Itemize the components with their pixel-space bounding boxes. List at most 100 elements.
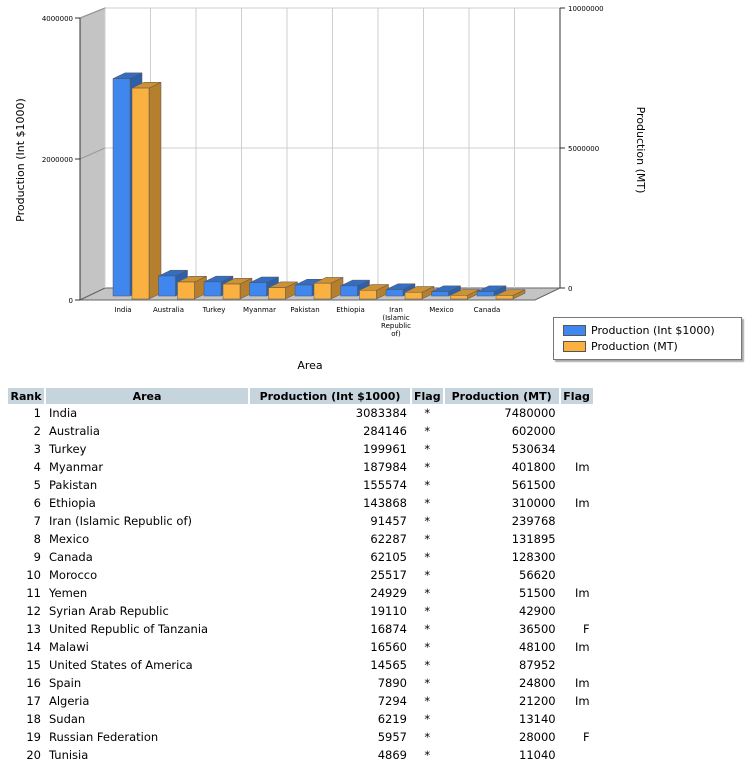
legend-swatch-orange [563, 340, 586, 352]
x-tick-label-line: Iran [389, 306, 403, 314]
production-int-cell: 6219 [377, 712, 407, 726]
area-cell: Algeria [49, 694, 90, 708]
table-row: 1 India 3083384 * 7480000 [8, 404, 593, 422]
flag-cell [561, 422, 593, 440]
bar [268, 281, 298, 300]
table-row: 12 Syrian Arab Republic 19110 * 42900 [8, 602, 593, 620]
flag-cell [561, 404, 593, 422]
area-cell: Russian Federation [49, 730, 159, 744]
production-int-cell: 4869 [377, 748, 407, 762]
production-int-cell: 91457 [370, 514, 407, 528]
bar [476, 285, 507, 297]
y-tick-label-right: 0 [568, 285, 572, 293]
flag-cell [561, 602, 593, 620]
rank-cell: 6 [33, 496, 41, 510]
x-tick-label-line: Ethiopia [336, 306, 365, 314]
production-int-cell: 62105 [370, 550, 407, 564]
area-cell: Canada [49, 550, 93, 564]
flag-cell: * [424, 658, 431, 672]
rank-cell: 5 [33, 478, 41, 492]
rank-cell: 10 [26, 568, 41, 582]
col-header-rank[interactable]: Rank [8, 388, 44, 404]
x-tick-label: Iran (Islamic Republic of) [381, 306, 411, 338]
production-mt-cell: 13140 [519, 712, 556, 726]
production-mt-cell: 36500 [519, 622, 556, 636]
flag-cell: * [424, 730, 431, 744]
x-tick-label: Australia [153, 306, 184, 314]
production-mt-cell: 11040 [519, 748, 556, 762]
x-tick-label: Canada [474, 306, 501, 314]
production-mt-cell: 602000 [511, 424, 556, 438]
flag-cell: * [424, 496, 431, 510]
bar [404, 286, 435, 300]
rank-cell: 11 [26, 586, 41, 600]
production-int-cell: 3083384 [355, 406, 407, 420]
table-row: 4 Myanmar 187984 * 401800 Im [8, 458, 593, 476]
legend-label: Production (MT) [591, 339, 678, 353]
production-mt-cell: 310000 [511, 496, 556, 510]
rank-cell: 1 [33, 406, 41, 420]
table-row: 19 Russian Federation 5957 * 28000 F [8, 728, 593, 746]
col-header-production-int[interactable]: Production (Int $1000) [250, 388, 410, 404]
table-row: 15 United States of America 14565 * 87952 [8, 656, 593, 674]
production-int-cell: 14565 [370, 658, 407, 672]
flag-cell [561, 476, 593, 494]
production-mt-cell: 28000 [519, 730, 556, 744]
production-mt-cell: 7480000 [504, 406, 556, 420]
legend-item: Production (Int $1000) [563, 322, 741, 338]
flag-cell: * [424, 532, 431, 546]
production-int-cell: 5957 [377, 730, 407, 744]
production-int-cell: 62287 [370, 532, 407, 546]
production-int-cell: 16874 [370, 622, 407, 636]
rank-cell: 3 [33, 442, 41, 456]
grid-line [79, 147, 106, 160]
flag-cell: * [424, 712, 431, 726]
flag-cell [561, 440, 593, 458]
legend-label: Production (Int $1000) [591, 323, 715, 337]
x-tick-label: Myanmar [243, 306, 276, 314]
col-header-production-mt[interactable]: Production (MT) [444, 388, 559, 404]
x-tick-label: Pakistan [290, 306, 319, 314]
bar [359, 284, 389, 300]
flag-cell: F [582, 622, 590, 636]
rank-cell: 14 [26, 640, 41, 654]
flag-cell: Im [574, 496, 590, 510]
area-cell: Pakistan [49, 478, 98, 492]
production-int-cell: 19110 [370, 604, 407, 618]
production-mt-cell: 21200 [519, 694, 556, 708]
x-tick-label-line: Australia [153, 306, 184, 314]
rank-cell: 2 [33, 424, 41, 438]
bar [177, 275, 207, 300]
production-mt-cell: 239768 [511, 514, 556, 528]
x-tick-label-line: Myanmar [243, 306, 276, 314]
x-tick-label-line: Pakistan [290, 306, 319, 314]
production-int-cell: 143868 [363, 496, 407, 510]
col-header-flag[interactable]: Flag [560, 388, 593, 404]
production-int-cell: 7294 [377, 694, 407, 708]
x-tick-label-line: Mexico [429, 306, 453, 314]
production-mt-cell: 530634 [511, 442, 556, 456]
col-header-area[interactable]: Area [46, 388, 248, 404]
bar [313, 277, 344, 300]
table-row: 20 Tunisia 4869 * 11040 [8, 746, 593, 764]
flag-cell [561, 656, 593, 674]
production-int-cell: 16560 [370, 640, 407, 654]
area-cell: United States of America [49, 658, 193, 672]
rank-cell: 8 [33, 532, 41, 546]
production-mt-cell: 48100 [519, 640, 556, 654]
col-header-flag[interactable]: Flag [412, 388, 443, 404]
x-tick-label-line: of) [391, 330, 401, 338]
flag-cell: * [424, 694, 431, 708]
production-int-cell: 25517 [370, 568, 407, 582]
flag-cell: * [424, 406, 431, 420]
x-tick-label-line: Canada [474, 306, 501, 314]
area-cell: Ethiopia [49, 496, 96, 510]
production-int-cell: 284146 [363, 424, 407, 438]
bar [131, 81, 162, 300]
bar [495, 289, 526, 300]
table-row: 10 Morocco 25517 * 56620 [8, 566, 593, 584]
production-mt-cell: 24800 [519, 676, 556, 690]
area-cell: Tunisia [49, 748, 89, 762]
flag-cell: Im [574, 676, 590, 690]
production-mt-cell: 87952 [519, 658, 556, 672]
